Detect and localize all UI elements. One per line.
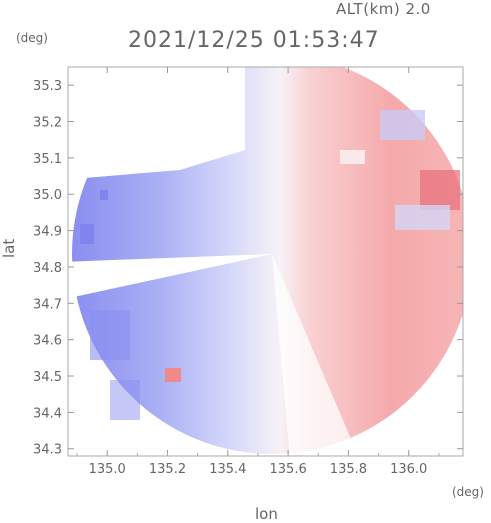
axis-ticks: 135.0 135.2 135.4 135.6 135.8 136.0 34.3 34.4 34… [33, 67, 463, 477]
y-tick-label: 35.0 [33, 188, 62, 203]
echo-patch [80, 224, 94, 244]
echo-patch [380, 110, 425, 140]
y-unit-label: (deg) [16, 31, 48, 45]
y-tick-label: 35.1 [33, 152, 62, 167]
y-tick-label: 34.6 [33, 334, 62, 349]
x-tick-label: 136.0 [390, 462, 427, 477]
echo-patch [340, 150, 365, 164]
timestamp-title: 2021/12/25 01:53:47 [128, 28, 380, 53]
y-tick-label: 34.9 [33, 225, 62, 240]
y-tick-label: 34.7 [33, 297, 62, 312]
x-tick-label: 135.4 [209, 462, 246, 477]
altitude-label: ALT(km) 2.0 [336, 0, 431, 18]
x-tick-label: 135.6 [270, 462, 307, 477]
x-axis-label: lon [255, 505, 278, 523]
echo-patch [100, 190, 108, 200]
echo-patch [110, 380, 140, 420]
y-tick-label: 35.2 [33, 116, 62, 131]
low-velocity-band [272, 254, 359, 456]
plot-frame [67, 66, 464, 457]
echo-patch [90, 310, 130, 360]
y-axis-label: lat [0, 238, 18, 258]
y-tick-label: 34.3 [33, 443, 62, 458]
y-tick-label: 35.3 [33, 79, 62, 94]
x-unit-label: (deg) [452, 485, 484, 499]
no-data-north [68, 67, 245, 180]
x-tick-label: 135.8 [330, 462, 367, 477]
echo-patch [395, 205, 450, 230]
y-tick-label: 34.5 [33, 370, 62, 385]
no-data-wedge [68, 254, 272, 299]
y-tick-label: 34.4 [33, 406, 62, 421]
x-tick-label: 135.0 [89, 462, 126, 477]
x-tick-label: 135.2 [149, 462, 186, 477]
y-tick-label: 34.8 [33, 261, 62, 276]
echo-patch [420, 170, 460, 210]
velocity-field [68, 67, 463, 456]
echo-patch [165, 368, 181, 382]
